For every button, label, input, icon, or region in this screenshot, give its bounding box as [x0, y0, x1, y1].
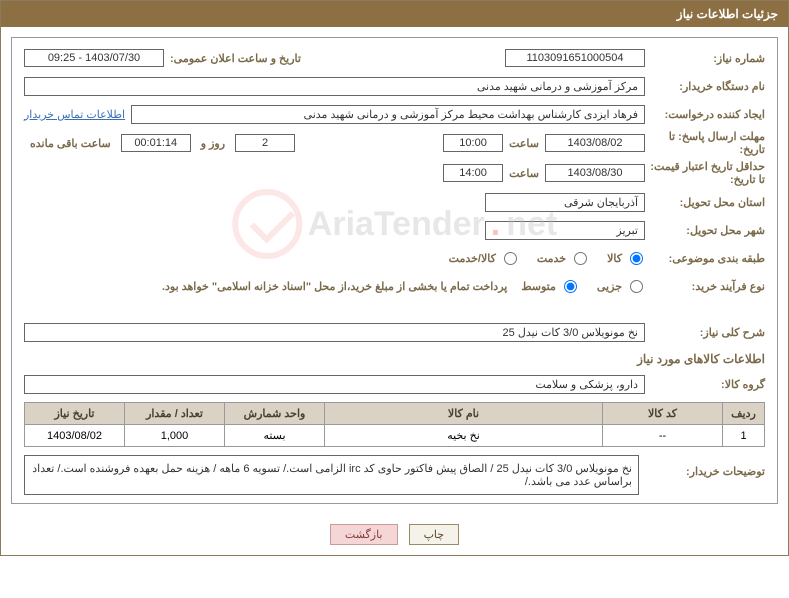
category-radio-both[interactable]: [504, 252, 517, 265]
row-response-deadline: مهلت ارسال پاسخ: تا تاریخ: 1403/08/02 سا…: [24, 130, 765, 156]
category-radio-service[interactable]: [574, 252, 587, 265]
row-price-validity: حداقل تاریخ اعتبار قیمت: تا تاریخ: 1403/…: [24, 160, 765, 186]
time-label-1: ساعت: [503, 137, 545, 150]
need-number-value: 1103091651000504: [505, 49, 645, 67]
category-label: طبقه بندی موضوعی:: [645, 252, 765, 265]
purchase-radio-medium-label: متوسط: [521, 280, 556, 293]
response-deadline-label: مهلت ارسال پاسخ: تا تاریخ:: [645, 130, 765, 156]
row-general-desc: شرح کلی نیاز: نخ مونویلاس 3/0 کات نیدل 2…: [24, 320, 765, 344]
row-category: طبقه بندی موضوعی: کالا خدمت کالا/خدمت: [24, 246, 765, 270]
row-city: شهر محل تحویل: تبریز: [24, 218, 765, 242]
back-button[interactable]: بازگشت: [330, 524, 398, 545]
items-section-title: اطلاعات کالاهای مورد نیاز: [24, 352, 765, 366]
days-remaining-label: روز و: [195, 137, 231, 150]
general-desc-value: نخ مونویلاس 3/0 کات نیدل 25: [24, 323, 645, 342]
purchase-type-label: نوع فرآیند خرید:: [645, 280, 765, 293]
price-date-value: 1403/08/30: [545, 164, 645, 182]
province-label: استان محل تحویل:: [645, 196, 765, 209]
category-radio-service-label: خدمت: [537, 252, 566, 265]
row-buyer-org: نام دستگاه خریدار: مرکز آموزشی و درمانی …: [24, 74, 765, 98]
button-row: چاپ بازگشت: [1, 514, 788, 555]
th-qty: تعداد / مقدار: [125, 403, 225, 425]
goods-group-label: گروه کالا:: [645, 378, 765, 391]
price-validity-label: حداقل تاریخ اعتبار قیمت: تا تاریخ:: [645, 160, 765, 186]
response-date-value: 1403/08/02: [545, 134, 645, 152]
purchase-note: پرداخت تمام یا بخشی از مبلغ خرید،از محل …: [162, 280, 507, 293]
response-time-value: 10:00: [443, 134, 503, 152]
th-date: تاریخ نیاز: [25, 403, 125, 425]
category-radio-both-label: کالا/خدمت: [449, 252, 496, 265]
row-purchase-type: نوع فرآیند خرید: جزیی متوسط پرداخت تمام …: [24, 274, 765, 298]
cell-row: 1: [723, 425, 765, 447]
category-radio-group: کالا خدمت کالا/خدمت: [435, 252, 645, 265]
table-row: 1 -- نخ بخیه بسته 1,000 1403/08/02: [25, 425, 765, 447]
city-label: شهر محل تحویل:: [645, 224, 765, 237]
th-code: کد کالا: [603, 403, 723, 425]
cell-name: نخ بخیه: [325, 425, 603, 447]
purchase-radio-group: جزیی متوسط: [507, 280, 645, 293]
time-label-2: ساعت: [503, 167, 545, 180]
th-name: نام کالا: [325, 403, 603, 425]
general-desc-label: شرح کلی نیاز:: [645, 326, 765, 339]
city-value: تبریز: [485, 221, 645, 240]
buyer-org-label: نام دستگاه خریدار:: [645, 80, 765, 93]
requester-label: ایجاد کننده درخواست:: [645, 108, 765, 121]
buyer-contact-link[interactable]: اطلاعات تماس خریدار: [24, 108, 125, 121]
row-buyer-notes: توضیحات خریدار: نخ مونویلاس 3/0 کات نیدل…: [24, 455, 765, 495]
countdown-value: 00:01:14: [121, 134, 191, 152]
publish-datetime-label: تاریخ و ساعت اعلان عمومی:: [164, 52, 307, 65]
cell-code: --: [603, 425, 723, 447]
requester-value: فرهاد ایزدی کارشناس بهداشت محیط مرکز آمو…: [131, 105, 645, 124]
row-need-number: شماره نیاز: 1103091651000504 تاریخ و ساع…: [24, 46, 765, 70]
print-button[interactable]: چاپ: [409, 524, 460, 545]
panel-title: جزئیات اطلاعات نیاز: [1, 1, 788, 27]
details-panel: جزئیات اطلاعات نیاز AriaTender.net شماره…: [0, 0, 789, 556]
th-unit: واحد شمارش: [225, 403, 325, 425]
row-requester: ایجاد کننده درخواست: فرهاد ایزدی کارشناس…: [24, 102, 765, 126]
panel-body: AriaTender.net شماره نیاز: 1103091651000…: [11, 37, 778, 504]
publish-datetime-value: 1403/07/30 - 09:25: [24, 49, 164, 67]
table-header-row: ردیف کد کالا نام کالا واحد شمارش تعداد /…: [25, 403, 765, 425]
price-time-value: 14:00: [443, 164, 503, 182]
buyer-notes-value: نخ مونویلاس 3/0 کات نیدل 25 / الصاق پیش …: [24, 455, 639, 495]
row-goods-group: گروه کالا: دارو، پزشکی و سلامت: [24, 372, 765, 396]
category-radio-goods-label: کالا: [607, 252, 622, 265]
time-remaining-label: ساعت باقی مانده: [24, 137, 117, 150]
purchase-radio-partial-label: جزیی: [597, 280, 622, 293]
buyer-org-value: مرکز آموزشی و درمانی شهید مدنی: [24, 77, 645, 96]
days-left-value: 2: [235, 134, 295, 152]
need-number-label: شماره نیاز:: [645, 52, 765, 65]
cell-qty: 1,000: [125, 425, 225, 447]
th-row: ردیف: [723, 403, 765, 425]
purchase-radio-medium[interactable]: [564, 280, 577, 293]
goods-group-value: دارو، پزشکی و سلامت: [24, 375, 645, 394]
category-radio-goods[interactable]: [630, 252, 643, 265]
province-value: آذربایجان شرقی: [485, 193, 645, 212]
cell-unit: بسته: [225, 425, 325, 447]
purchase-radio-partial[interactable]: [630, 280, 643, 293]
row-province: استان محل تحویل: آذربایجان شرقی: [24, 190, 765, 214]
cell-date: 1403/08/02: [25, 425, 125, 447]
items-table: ردیف کد کالا نام کالا واحد شمارش تعداد /…: [24, 402, 765, 447]
buyer-notes-label: توضیحات خریدار:: [645, 455, 765, 478]
